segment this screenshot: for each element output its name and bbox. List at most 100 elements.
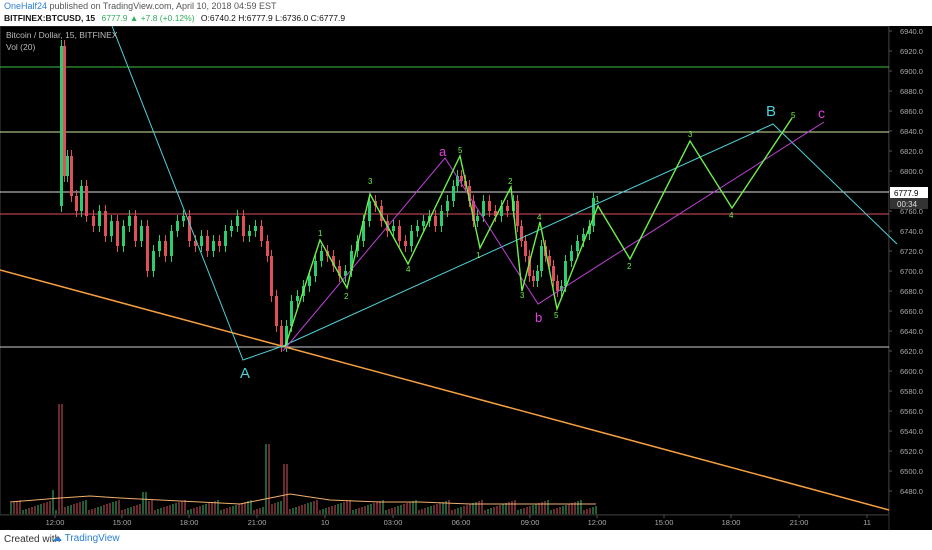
teal-wave-B[interactable]	[282, 123, 898, 347]
volume-bar	[193, 508, 195, 514]
created-with-label: Created with	[4, 534, 61, 545]
time-axis[interactable]: 12:00 15:00 18:00 21:00 10 03:00 06:00 09:00 12:…	[46, 515, 871, 527]
volume-bar	[244, 502, 246, 514]
volume-bar	[106, 504, 108, 514]
publisher-link[interactable]: OneHalf24	[4, 1, 48, 11]
volume-bar	[37, 505, 39, 514]
candle-body	[164, 241, 167, 256]
volume-bar	[271, 504, 273, 514]
volume-bar	[40, 504, 42, 514]
cloud-icon: ☁	[52, 533, 62, 544]
volume-bar	[391, 508, 393, 514]
volume-bar	[136, 505, 138, 514]
tradingview-brand[interactable]: ☁ TradingView	[52, 533, 120, 544]
volume-bar	[76, 503, 78, 514]
volume-bar	[436, 504, 438, 514]
wave-num-1c: 1	[595, 195, 600, 204]
candle-body	[516, 201, 519, 226]
volume-bar	[508, 502, 510, 514]
volume-bar	[70, 505, 72, 514]
volume-bar	[562, 506, 564, 514]
volume-bar	[367, 505, 369, 514]
candle-body	[380, 206, 383, 221]
volume-bar	[64, 507, 66, 514]
candle-body	[85, 186, 88, 216]
volume-bar	[46, 502, 48, 514]
volume-bar	[433, 505, 435, 514]
volume-bar	[397, 506, 399, 514]
volume-bar	[241, 503, 243, 514]
volume-bar	[58, 404, 60, 514]
volume-bar	[481, 500, 483, 514]
volume-bar	[553, 509, 555, 514]
candle-body	[270, 256, 273, 296]
candle-body	[206, 236, 209, 251]
green-wave-count[interactable]	[284, 117, 793, 348]
wave-num-5c: 5	[791, 111, 796, 120]
volume-bar	[568, 504, 570, 514]
candle-body	[338, 266, 341, 276]
candle-body	[134, 216, 137, 241]
candle-body	[592, 198, 595, 226]
volume-bar	[85, 500, 87, 514]
teal-wave-A[interactable]	[111, 25, 284, 361]
legend-volume[interactable]: Vol (20)	[6, 42, 35, 52]
candle-body	[528, 256, 531, 276]
candle-body	[116, 221, 119, 246]
publish-info: OneHalf24 published on TradingView.com, …	[4, 1, 277, 11]
wave-num-2b: 2	[508, 177, 513, 186]
price-tick-label: 6900.0	[900, 67, 923, 76]
candle-body	[158, 241, 161, 251]
price-chart[interactable]: A B a b c 1 2 3 4 5 1 2 3 4 5 1 2 3 4 5 …	[0, 25, 932, 530]
volume-bar	[316, 500, 318, 514]
brand-label: TradingView	[64, 533, 120, 544]
volume-bar	[544, 501, 546, 514]
price-tick-label: 6660.0	[900, 307, 923, 316]
candle-body	[260, 226, 263, 241]
volume-bar	[451, 510, 453, 514]
volume-bar	[277, 502, 279, 514]
price-tick-label: 6680.0	[900, 287, 923, 296]
price-tick-label: 6700.0	[900, 267, 923, 276]
price-tick-label: 6880.0	[900, 87, 923, 96]
volume-bar	[238, 504, 240, 514]
volume-bar	[13, 502, 15, 514]
candle-body	[570, 251, 573, 261]
candle-body	[224, 231, 227, 246]
time-tick-label: 11	[863, 518, 871, 527]
legend-title[interactable]: Bitcoin / Dollar, 15, BITFINEX	[6, 30, 118, 40]
time-tick-label: 18:00	[180, 518, 199, 527]
candle-body	[362, 221, 365, 241]
wave-num-4c: 4	[729, 211, 734, 220]
candle-body	[552, 266, 555, 281]
volume-bar	[532, 505, 534, 514]
chart-area[interactable]: A B a b c 1 2 3 4 5 1 2 3 4 5 1 2 3 4 5 …	[0, 25, 932, 530]
price-axis[interactable]: 6940.0 6920.0 6900.0 6880.0 6860.0 6840.0 6820…	[889, 27, 923, 496]
plot-frame	[0, 26, 889, 515]
volume-bar	[484, 510, 486, 514]
orange-trendline[interactable]	[0, 269, 890, 511]
volume-bar	[295, 507, 297, 514]
volume-bar	[406, 503, 408, 514]
volume-bar	[541, 502, 543, 514]
price-tick-label: 6580.0	[900, 387, 923, 396]
volume-bar	[514, 500, 516, 514]
price-tick-label: 6500.0	[900, 467, 923, 476]
wave-num-2c: 2	[627, 262, 632, 271]
candle-body	[140, 226, 143, 241]
wave-label-c: c	[818, 105, 825, 121]
volume-bar	[577, 501, 579, 514]
magenta-wave-abc[interactable]	[282, 121, 825, 352]
volume-bar	[475, 502, 477, 514]
wave-num-2a: 2	[344, 292, 349, 301]
volume-bar	[487, 509, 489, 514]
volume-bar	[313, 501, 315, 514]
candle-body	[440, 211, 443, 226]
volume-bar	[592, 507, 594, 514]
candle-body	[392, 226, 395, 231]
volume-bar	[16, 501, 18, 514]
volume-bar	[595, 506, 597, 514]
symbol-label: BITFINEX:BTCUSD, 15	[4, 13, 96, 23]
volume-bar	[319, 510, 321, 514]
price-tick-label: 6560.0	[900, 407, 923, 416]
